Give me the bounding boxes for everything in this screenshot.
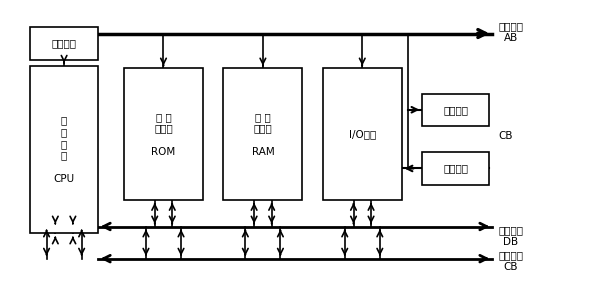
Bar: [124, 69, 203, 200]
Text: CB: CB: [498, 131, 513, 141]
Text: 微
处
理
器

CPU: 微 处 理 器 CPU: [53, 115, 75, 183]
Bar: [422, 94, 489, 126]
Text: 输出设备: 输出设备: [444, 105, 468, 115]
Bar: [422, 152, 489, 185]
Bar: [224, 69, 302, 200]
Text: 地址总线
AB: 地址总线 AB: [498, 21, 523, 43]
Text: 只 读
存储器

ROM: 只 读 存储器 ROM: [151, 112, 176, 157]
Text: 随 机
存储器

RAM: 随 机 存储器 RAM: [251, 112, 274, 157]
Text: I/O接口: I/O接口: [349, 129, 376, 139]
Bar: [30, 26, 98, 60]
Text: 输入设备: 输入设备: [444, 164, 468, 173]
Bar: [30, 66, 98, 234]
Text: 定时电路: 定时电路: [52, 38, 76, 48]
Bar: [323, 69, 401, 200]
Text: 控制总线
CB: 控制总线 CB: [498, 251, 523, 272]
Text: 数据总线
DB: 数据总线 DB: [498, 226, 523, 247]
